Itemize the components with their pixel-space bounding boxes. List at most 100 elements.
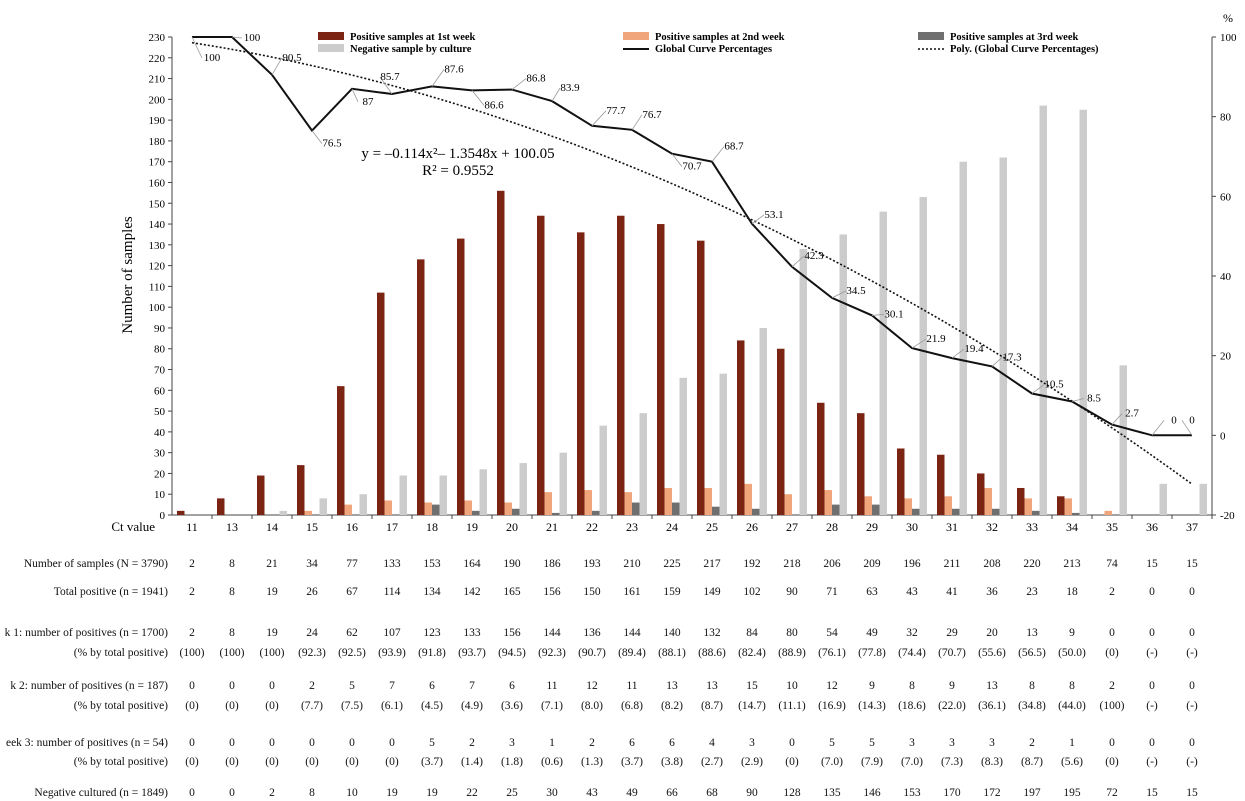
table-cell: 0 [1149,586,1155,598]
table-cell: 159 [663,586,681,598]
bar-week1 [297,465,305,515]
bar-week1 [977,473,985,515]
bar-negative [1199,483,1207,515]
bars-layer [177,105,1207,516]
bar-week3 [472,510,480,515]
curve-label-leader [431,69,445,87]
bar-negative [439,475,447,515]
curve-label: 85.7 [380,71,400,83]
y-tick-label: 200 [149,94,166,106]
table-cell: (-) [1146,647,1158,659]
y-right-tick-label: 60 [1220,191,1232,203]
table-cell: (7.9) [860,756,884,768]
bar-week3 [712,506,720,515]
y-right-tick-label: 40 [1220,271,1232,283]
bar-week1 [897,448,905,515]
table-cell: 80 [786,627,798,639]
table-cell: (55.6) [978,647,1006,659]
bar-week3 [832,504,840,515]
curve-label: 19.4 [964,343,984,355]
table-cell: (0) [185,756,199,768]
bar-week1 [577,232,585,516]
y-tick-label: 180 [149,136,166,148]
bar-week3 [632,502,640,515]
table-cell: (14.7) [738,700,766,712]
bar-negative [479,469,487,515]
table-cell: (2.7) [700,756,724,768]
bar-week2 [704,487,712,515]
table-row-label: Total positive (n = 1941) [53,586,168,598]
table-cell: 3 [989,737,995,749]
x-tick-label: 23 [626,520,638,534]
bar-week1 [537,215,545,515]
bar-week2 [944,496,952,515]
bar-week2 [384,500,392,515]
curve-label-leader [1111,413,1123,425]
legend-swatch-negative [318,44,344,52]
table-cell: 19 [266,627,278,639]
table-cell: 220 [1023,558,1041,570]
table-cell: 135 [823,787,841,799]
curve-label-leader [671,153,683,167]
table-cell: 0 [389,737,395,749]
curve-label-leader [1071,398,1085,402]
table-cell: 206 [823,558,841,570]
table-cell: 134 [423,586,441,598]
table-cell: 197 [1023,787,1041,799]
bar-negative [1159,483,1167,515]
curve-label: 76.7 [642,109,662,121]
table-cell: 12 [826,680,838,692]
bar-week2 [1064,498,1072,515]
table-cell: 9 [1069,627,1075,639]
y-tick-label: 130 [149,240,166,252]
table-cell: 30 [546,787,558,799]
table-cell: (44.0) [1058,700,1086,712]
curve-label: 100 [204,52,221,64]
x-tick-label: 17 [386,520,398,534]
x-tick-label: 33 [1026,520,1038,534]
bar-week1 [857,413,865,515]
table-cell: 36 [986,586,998,598]
table-row-label: Negative cultured (n = 1849) [34,787,168,799]
bar-week1 [257,475,265,515]
curve-label-leader [791,255,805,268]
table-cell: 0 [1149,627,1155,639]
table-row-label: k 1: number of positives (n = 1700) [4,627,168,639]
table-cell: (0) [265,700,279,712]
curve-label-leader [1151,420,1165,436]
bar-week3 [552,512,560,515]
y-tick-label: 90 [154,323,166,335]
table-cell: 4 [709,737,715,749]
bar-negative [559,452,567,515]
bar-week1 [1017,487,1025,515]
table-row-label: (% by total positive) [73,700,168,712]
x-tick-label: 35 [1106,520,1118,534]
table-cell: 0 [269,737,275,749]
bar-week1 [777,348,785,515]
curve-label-leader [711,146,725,162]
table-cell: (7.0) [820,756,844,768]
table-cell: (-) [1146,756,1158,768]
table-cell: 6 [509,680,515,692]
table-cell: 25 [506,787,518,799]
table-cell: (100) [259,647,285,659]
table-cell: 72 [1106,787,1118,799]
table-cell: 133 [383,558,401,570]
table-cell: 211 [943,558,961,570]
table-cell: 15 [1186,787,1198,799]
y-tick-label: 50 [154,406,166,418]
table-cell: (14.3) [858,700,886,712]
table-cell: 161 [623,586,641,598]
table-cell: 102 [743,586,761,598]
table-cell: 8 [1029,680,1035,692]
bar-week2 [424,502,432,515]
table-cell: 195 [1063,787,1081,799]
bar-negative [519,463,527,515]
table-cell: 5 [349,680,355,692]
table-cell: (11.1) [778,700,806,712]
table-cell: 9 [869,680,875,692]
x-tick-label: 36 [1146,520,1158,534]
table-cell: 114 [383,586,401,598]
table-cell: 225 [663,558,681,570]
table-cell: (6.1) [380,700,404,712]
